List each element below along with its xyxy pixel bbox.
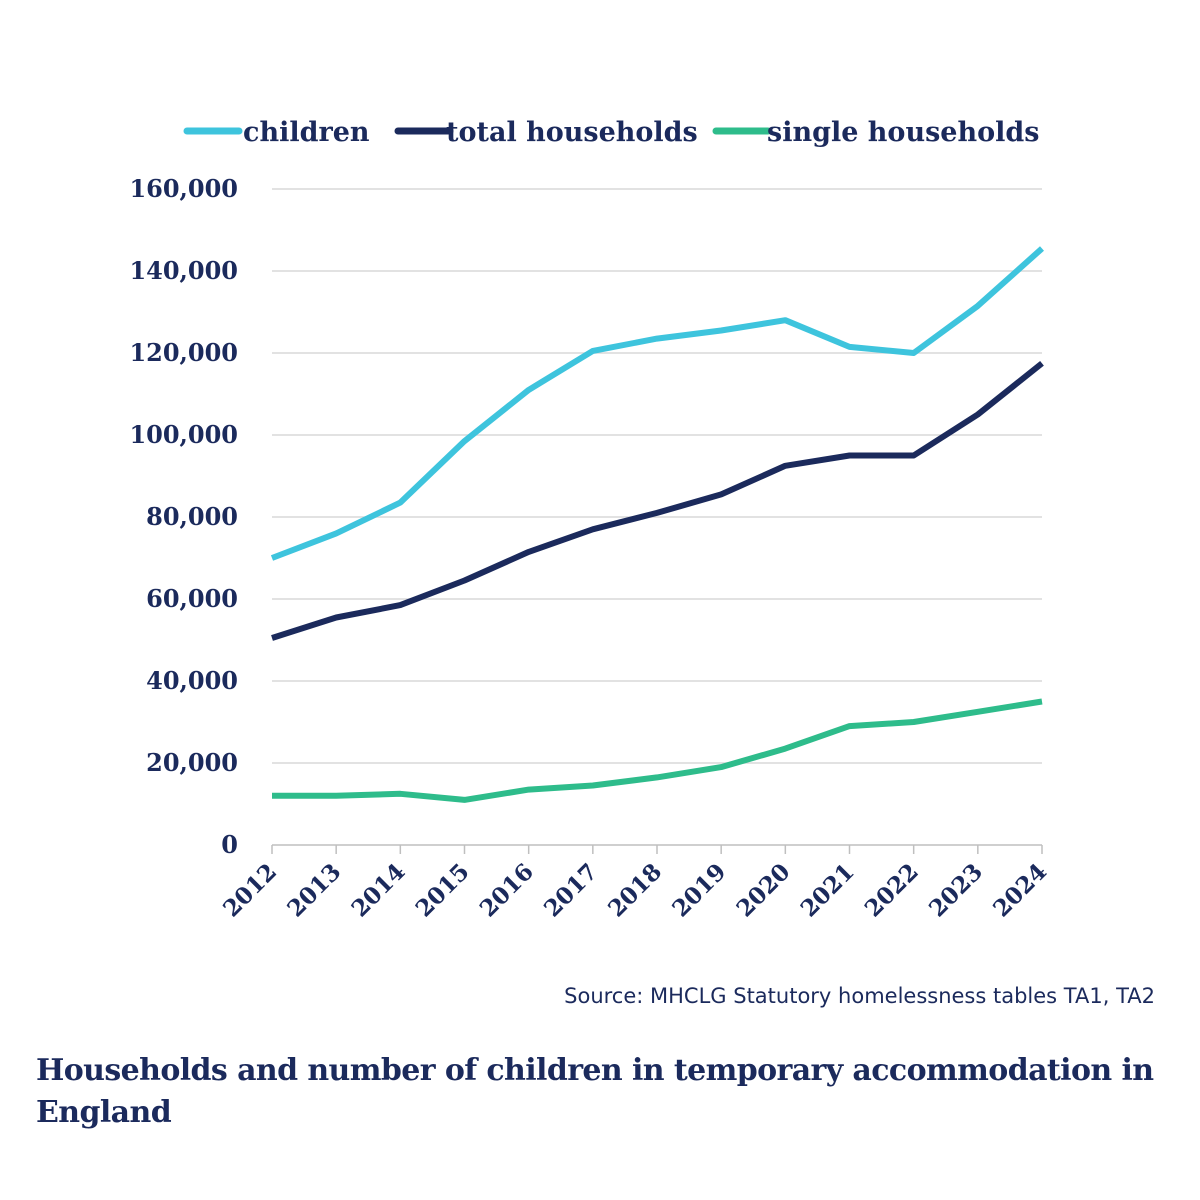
y-tick-label: 140,000 bbox=[129, 256, 238, 285]
line-chart: children total households single household… bbox=[129, 117, 1052, 923]
x-tick-label: 2017 bbox=[539, 858, 603, 922]
x-tick-label: 2014 bbox=[346, 858, 410, 922]
x-axis: 2012 2013 2014 2015 2016 2017 2018 2019 2020 2021… bbox=[218, 844, 1052, 923]
y-tick-label: 0 bbox=[221, 830, 238, 859]
y-tick-label: 40,000 bbox=[146, 666, 238, 695]
y-tick-label: 60,000 bbox=[146, 584, 238, 613]
x-tick-label: 2021 bbox=[795, 858, 859, 922]
y-tick-label: 160,000 bbox=[129, 174, 238, 203]
y-tick-label: 100,000 bbox=[129, 420, 238, 449]
x-tick-label: 2018 bbox=[603, 858, 667, 922]
x-tick-label: 2013 bbox=[282, 858, 346, 922]
chart-series-lines bbox=[270, 246, 1044, 803]
y-tick-label: 80,000 bbox=[146, 502, 238, 531]
y-axis-ticks: 0 20,000 40,000 60,000 80,000 100,000 120,000 1… bbox=[129, 174, 238, 859]
x-tick-label: 2020 bbox=[731, 858, 795, 922]
series-line-total-households bbox=[271, 360, 1044, 641]
x-tick-label: 2015 bbox=[410, 858, 474, 922]
legend-label: total households bbox=[446, 117, 698, 148]
x-tick-label: 2022 bbox=[860, 858, 924, 922]
chart-gridlines bbox=[272, 188, 1042, 764]
x-tick-label: 2024 bbox=[988, 858, 1052, 922]
x-tick-label: 2012 bbox=[218, 858, 282, 922]
series-line-children bbox=[270, 246, 1044, 561]
y-tick-label: 20,000 bbox=[146, 748, 238, 777]
chart-title: Households and number of children in tem… bbox=[36, 1053, 1154, 1130]
legend-label: children bbox=[243, 117, 370, 148]
x-tick-label: 2016 bbox=[475, 858, 539, 922]
x-tick-label: 2019 bbox=[667, 858, 731, 922]
y-tick-label: 120,000 bbox=[129, 338, 238, 367]
series-line-single-households bbox=[272, 698, 1043, 803]
x-tick-label: 2023 bbox=[924, 858, 988, 922]
chart-legend: children total households single household… bbox=[183, 117, 1039, 148]
source-note: Source: MHCLG Statutory homelessness tab… bbox=[564, 984, 1155, 1008]
legend-label: single households bbox=[767, 117, 1039, 148]
